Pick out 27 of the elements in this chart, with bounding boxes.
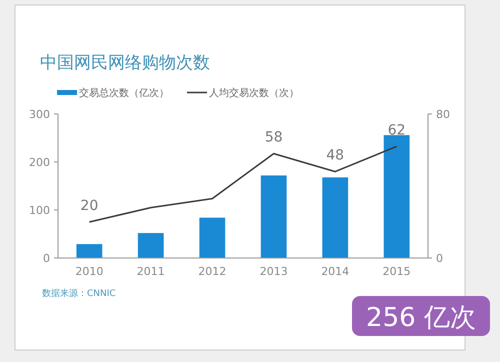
data-label: 62 xyxy=(388,122,406,138)
x-tick-label: 2015 xyxy=(382,265,411,278)
x-tick-label: 2011 xyxy=(136,265,165,278)
data-label: 20 xyxy=(80,198,98,214)
text: 256 亿次 xyxy=(366,303,476,333)
source-note: 数据来源：CNNIC xyxy=(42,288,116,299)
y-tick-label: 300 xyxy=(29,108,50,121)
x-tick-label: 2010 xyxy=(75,265,104,278)
y-tick-label: 0 xyxy=(43,252,50,265)
chart-title: 中国网民网络购物次数 xyxy=(40,53,210,73)
data-label: 48 xyxy=(326,148,344,164)
data-label: 58 xyxy=(264,130,283,146)
bar xyxy=(260,175,287,258)
x-tick-label: 2013 xyxy=(260,265,288,278)
bar xyxy=(138,233,164,258)
bar xyxy=(199,218,226,258)
bar xyxy=(322,177,348,258)
y2-tick-label: 80 xyxy=(436,108,450,121)
y-tick-label: 200 xyxy=(29,156,50,169)
x-tick-label: 2014 xyxy=(321,265,350,278)
bar xyxy=(384,135,410,258)
legend-label: 人均交易次数（次） xyxy=(209,87,299,99)
x-tick-label: 2012 xyxy=(198,265,226,278)
legend-label: 交易总次数（亿次） xyxy=(79,87,169,99)
bar xyxy=(76,244,102,258)
y2-tick-label: 0 xyxy=(436,252,443,265)
y-tick-label: 100 xyxy=(29,204,50,217)
